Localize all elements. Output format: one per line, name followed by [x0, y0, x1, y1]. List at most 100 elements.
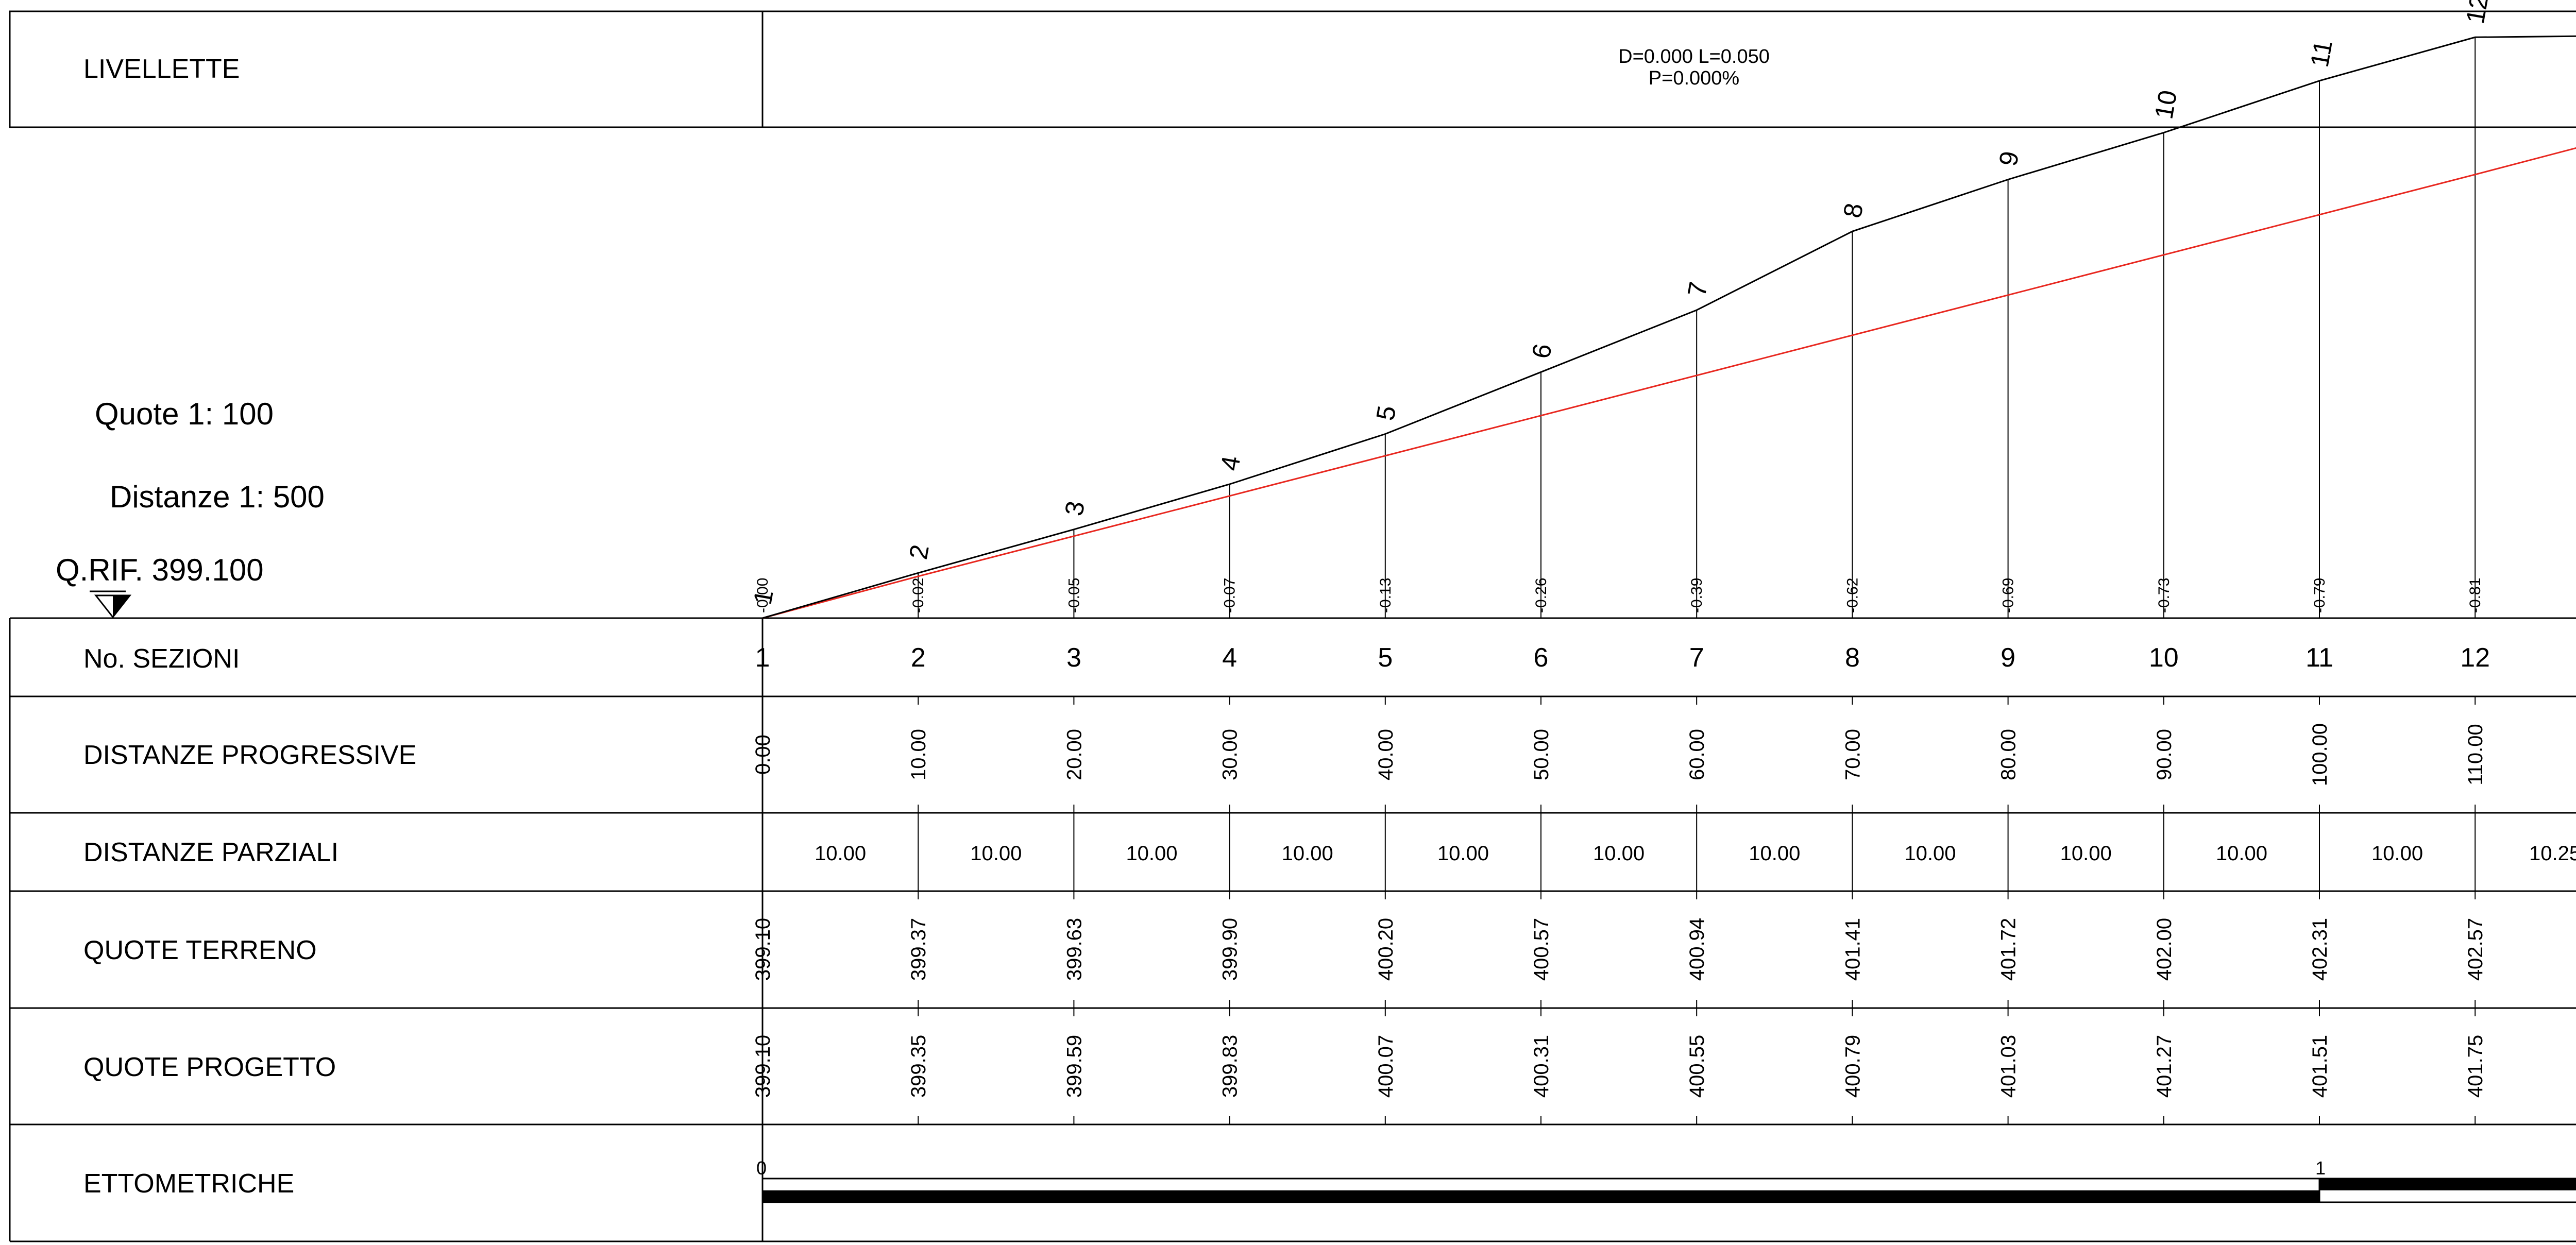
- section-number-label: 5: [1370, 403, 1401, 422]
- row-label-progressive: DISTANZE PROGRESSIVE: [83, 740, 416, 770]
- section-number: 12: [2460, 643, 2490, 673]
- partial-distance-value: 10.00: [1437, 842, 1489, 865]
- section-number: 7: [1689, 643, 1704, 673]
- progressive-distance-value: 50.00: [1530, 729, 1553, 780]
- progressive-distance-value: 90.00: [2153, 729, 2176, 780]
- partial-distance-value: 10.00: [1749, 842, 1800, 865]
- grade-info-line1: D=0.000 L=0.050: [1618, 46, 1770, 67]
- hectometer-label-1: 1: [2315, 1157, 2326, 1179]
- partial-distance-value: 10.00: [970, 842, 1022, 865]
- row-label-sezioni: No. SEZIONI: [83, 644, 240, 674]
- design-elevation-value: 399.59: [1063, 1035, 1086, 1098]
- partial-distance-value: 10.00: [1282, 842, 1333, 865]
- partial-distance-value: 10.00: [1904, 842, 1956, 865]
- progressive-distance-value: 80.00: [1997, 729, 2020, 780]
- terrain-elevation-value: 402.31: [2309, 918, 2331, 981]
- scale-notes: Quote 1: 100 Distanze 1: 500 Q.RIF. 399.…: [56, 397, 325, 619]
- progressive-distance-value: 0.00: [752, 735, 774, 775]
- elevation-difference-label: -0.13: [1377, 578, 1394, 613]
- terrain-elevation-value: 401.72: [1997, 918, 2020, 981]
- section-number: 3: [1066, 643, 1081, 673]
- progressive-distance-value: 10.00: [907, 729, 930, 780]
- terrain-elevation-value: 401.41: [1841, 918, 1864, 981]
- terrain-elevation-value: 400.20: [1375, 918, 1397, 981]
- section-number: 8: [1845, 643, 1860, 673]
- section-number: 11: [2306, 643, 2333, 673]
- terrain-elevation-value: 399.63: [1063, 918, 1086, 981]
- profile-table: No. SEZIONI DISTANZE PROGRESSIVE DISTANZ…: [9, 617, 2576, 1242]
- elevation-difference-label: -0.07: [1222, 578, 1239, 613]
- hectometer-bar: 0 1: [756, 1157, 2576, 1203]
- section-number: 4: [1222, 643, 1237, 673]
- row-label-progetto: QUOTE PROGETTO: [83, 1052, 336, 1082]
- partial-distance-value: 10.00: [1593, 842, 1645, 865]
- partial-distance-value: 10.00: [815, 842, 866, 865]
- design-elevation-value: 399.35: [907, 1035, 930, 1098]
- progressive-distance-value: 30.00: [1219, 729, 1242, 780]
- section-number: 2: [911, 643, 926, 673]
- profile-plot: 1-0.002-0.023-0.054-0.075-0.136-0.267-0.…: [748, 0, 2576, 619]
- design-profile-line: [762, 147, 2576, 619]
- progressive-distance-value: 60.00: [1686, 729, 1708, 780]
- hectometer-label-0: 0: [756, 1157, 767, 1179]
- terrain-elevation-value: 402.00: [2153, 918, 2176, 981]
- profile-table-values: 10.00399.10399.10210.00399.37399.35320.0…: [752, 643, 2576, 1124]
- elevation-difference-label: -0.79: [2311, 578, 2328, 613]
- elevation-difference-label: -0.39: [1688, 578, 1705, 613]
- row-label-ettometriche: ETTOMETRICHE: [83, 1169, 294, 1199]
- terrain-profile-line: [762, 35, 2576, 619]
- design-elevation-value: 400.31: [1530, 1035, 1553, 1098]
- section-number-label: 7: [1682, 280, 1713, 299]
- section-number: 9: [2001, 643, 2015, 673]
- partial-distance-value: 10.00: [2371, 842, 2423, 865]
- terrain-elevation-value: 399.10: [752, 918, 774, 981]
- section-number-label: 6: [1527, 342, 1557, 361]
- partial-distance-value: 10.00: [2060, 842, 2112, 865]
- progressive-distance-value: 110.00: [2464, 724, 2487, 785]
- header-box: LIVELLETTE D=0.000 L=0.050 P=0.000%: [9, 10, 2576, 128]
- elevation-difference-label: -0.69: [2000, 578, 2017, 613]
- design-elevation-value: 401.03: [1997, 1035, 2020, 1098]
- section-number: 10: [2149, 643, 2179, 673]
- section-number-label: 12: [2461, 0, 2494, 26]
- elevation-difference-label: -0.62: [1844, 578, 1861, 613]
- section-number-label: 9: [1993, 149, 2024, 168]
- section-number: 1: [755, 643, 770, 673]
- section-number-label: 8: [1838, 201, 1869, 220]
- section-number-label: 10: [2149, 88, 2182, 122]
- partial-distance-value: 10.00: [1126, 842, 1177, 865]
- progressive-distance-value: 40.00: [1375, 729, 1397, 780]
- design-elevation-value: 399.10: [752, 1035, 774, 1098]
- design-elevation-value: 401.27: [2153, 1035, 2176, 1098]
- terrain-elevation-value: 402.57: [2464, 918, 2487, 981]
- progressive-distance-value: 20.00: [1063, 729, 1086, 780]
- design-elevation-value: 400.55: [1686, 1035, 1708, 1098]
- design-elevation-value: 400.07: [1375, 1035, 1397, 1098]
- design-elevation-value: 400.79: [1841, 1035, 1864, 1098]
- header-title: LIVELLETTE: [83, 54, 240, 84]
- section-number-label: 2: [904, 542, 935, 561]
- reference-elevation: Q.RIF. 399.100: [56, 553, 264, 587]
- design-elevation-value: 401.75: [2464, 1035, 2487, 1098]
- section-number: 6: [1534, 643, 1549, 673]
- section-number: 5: [1378, 643, 1393, 673]
- elevation-difference-label: -0.81: [2467, 578, 2484, 613]
- datum-icon: [90, 590, 132, 619]
- elevation-difference-label: -0.05: [1065, 578, 1082, 613]
- row-label-terreno: QUOTE TERRENO: [83, 935, 317, 965]
- terrain-elevation-value: 400.94: [1686, 918, 1708, 981]
- elevation-difference-label: -0.73: [2156, 578, 2173, 613]
- design-elevation-value: 401.51: [2309, 1035, 2331, 1098]
- partial-distance-value: 10.00: [2216, 842, 2267, 865]
- section-number-label: 11: [2305, 38, 2338, 70]
- progressive-distance-value: 100.00: [2309, 723, 2331, 786]
- terrain-elevation-value: 399.37: [907, 918, 930, 981]
- elevation-difference-label: -0.00: [754, 578, 771, 613]
- scale-distanze: Distanze 1: 500: [110, 480, 325, 514]
- elevation-difference-label: -0.02: [910, 578, 927, 613]
- terrain-elevation-value: 400.57: [1530, 918, 1553, 981]
- elevation-difference-label: -0.26: [1533, 578, 1550, 613]
- design-elevation-value: 399.83: [1219, 1035, 1242, 1098]
- section-number-label: 4: [1215, 454, 1246, 473]
